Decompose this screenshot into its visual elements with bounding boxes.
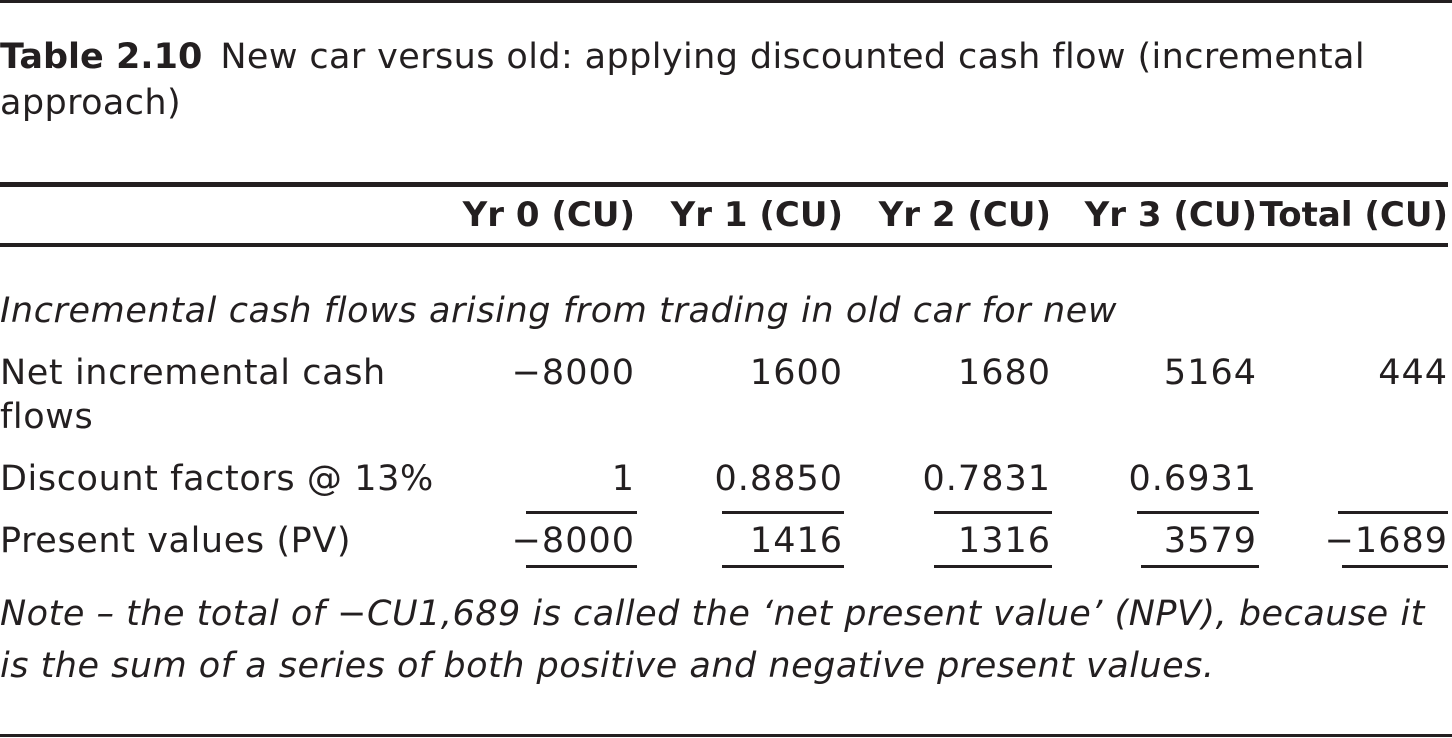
table-cell-df-yr1: 0.8850 — [714, 459, 843, 499]
header-top-rule — [0, 182, 1448, 187]
column-header-total: Total (CU) — [1259, 195, 1448, 235]
top-rule — [0, 0, 1452, 3]
row-label-present-values: Present values (PV) — [0, 521, 352, 561]
sum-line-yr2 — [934, 511, 1052, 514]
table-cell-net-yr2: 1680 — [957, 353, 1051, 393]
row-label-net-cash-flows-line2: flows — [0, 397, 94, 437]
table-cell-net-yr0: −8000 — [511, 353, 635, 393]
table-note: Note – the total of −CU1,689 is called t… — [0, 594, 1425, 686]
total-line-yr1 — [722, 565, 844, 568]
sum-line-yr3 — [1137, 511, 1259, 514]
table-cell-df-yr3: 0.6931 — [1128, 459, 1257, 499]
row-label-discount-factors: Discount factors @ 13% — [0, 459, 434, 499]
row-label-net-cash-flows-line1: Net incremental cash — [0, 353, 386, 393]
table-cell-df-yr2: 0.7831 — [922, 459, 1051, 499]
header-bottom-rule — [0, 243, 1448, 247]
bottom-rule — [0, 734, 1452, 737]
table-cell-df-yr0: 1 — [611, 459, 635, 499]
table-cell-pv-yr3: 3579 — [1163, 521, 1257, 561]
table-title: New car versus old: applying discounted … — [0, 37, 1365, 123]
total-line-yr0 — [526, 565, 637, 568]
column-header-yr2: Yr 2 (CU) — [878, 195, 1051, 235]
total-line-yr2 — [934, 565, 1052, 568]
table-cell-net-yr3: 5164 — [1163, 353, 1257, 393]
total-line-total — [1342, 565, 1448, 568]
sum-line-total — [1338, 511, 1448, 514]
sum-line-yr1 — [722, 511, 844, 514]
table-cell-net-total: 444 — [1378, 353, 1448, 393]
table-caption: Table 2.10 New car versus old: applying d… — [0, 34, 1440, 126]
table-cell-pv-yr1: 1416 — [749, 521, 843, 561]
table-cell-pv-yr2: 1316 — [957, 521, 1051, 561]
table-cell-pv-yr0: −8000 — [511, 521, 635, 561]
section-heading: Incremental cash flows arising from trad… — [0, 291, 1118, 331]
column-header-yr0: Yr 0 (CU) — [462, 195, 635, 235]
table-number: Table 2.10 — [0, 37, 203, 77]
column-header-yr1: Yr 1 (CU) — [670, 195, 843, 235]
table-cell-pv-total: −1689 — [1324, 521, 1448, 561]
total-line-yr3 — [1141, 565, 1259, 568]
sum-line-yr0 — [526, 511, 637, 514]
column-header-yr3: Yr 3 (CU) — [1084, 195, 1257, 235]
table-cell-net-yr1: 1600 — [749, 353, 843, 393]
